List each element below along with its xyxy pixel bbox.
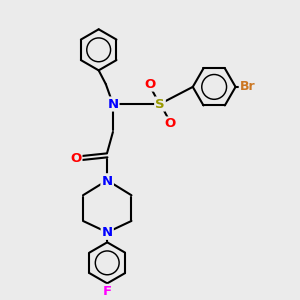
Text: Br: Br <box>240 80 255 93</box>
Text: N: N <box>102 175 113 188</box>
Text: N: N <box>107 98 118 110</box>
Text: S: S <box>155 98 165 110</box>
Text: O: O <box>164 118 175 130</box>
Text: N: N <box>102 175 113 188</box>
Text: O: O <box>144 78 156 91</box>
Text: N: N <box>102 226 113 239</box>
Text: F: F <box>103 285 112 298</box>
Text: O: O <box>70 152 82 165</box>
